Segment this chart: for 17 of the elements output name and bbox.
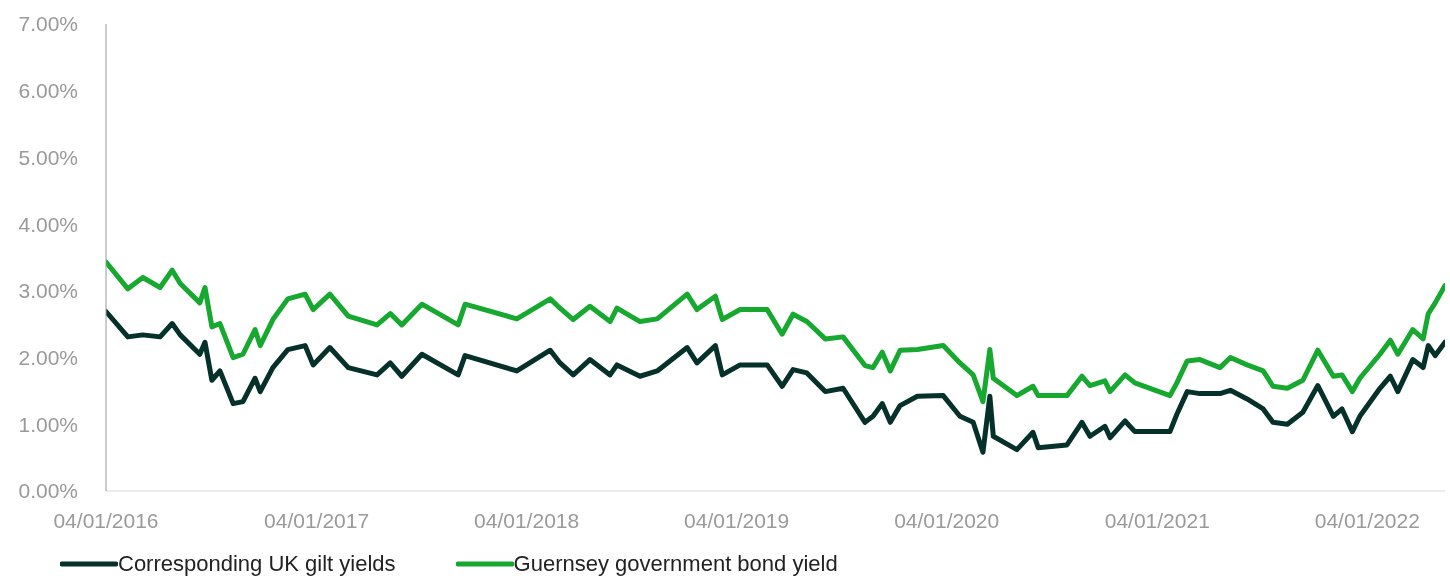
- y-tick-label: 1.00%: [18, 412, 78, 436]
- y-tick-label: 0.00%: [18, 479, 78, 503]
- y-tick-label: 4.00%: [18, 212, 78, 236]
- x-tick-label: 04/01/2017: [264, 508, 370, 532]
- y-tick-label: 5.00%: [18, 145, 78, 169]
- legend-label: Guernsey government bond yield: [513, 551, 838, 577]
- x-tick-label: 04/01/2021: [1104, 508, 1210, 532]
- y-tick-label: 7.00%: [18, 12, 78, 36]
- x-tick-label: 04/01/2020: [894, 508, 1000, 532]
- y-tick-label: 6.00%: [18, 79, 78, 103]
- legend-label: Corresponding UK gilt yields: [118, 551, 396, 577]
- x-tick-label: 04/01/2016: [53, 508, 159, 532]
- y-tick-label: 2.00%: [18, 346, 78, 370]
- y-tick-label: 3.00%: [18, 279, 78, 303]
- x-tick-label: 04/01/2022: [1314, 508, 1420, 532]
- x-tick-label: 04/01/2018: [474, 508, 580, 532]
- x-tick-label: 04/01/2019: [684, 508, 790, 532]
